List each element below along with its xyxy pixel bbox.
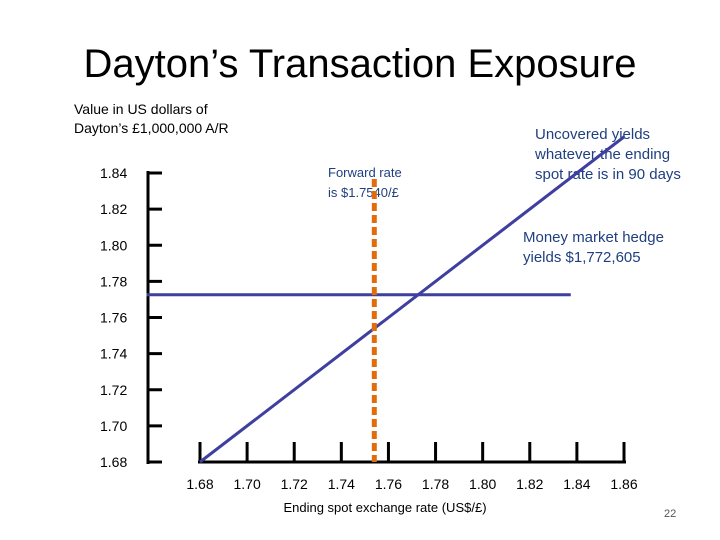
page-title: Dayton’s Transaction Exposure (83, 42, 637, 86)
y-tick-label: 1.82 (100, 201, 127, 217)
y-tick-label: 1.68 (100, 454, 127, 470)
money-market-annotation: Money market hedge yields $1,772,605 (523, 229, 664, 266)
y-tick-label: 1.74 (100, 346, 127, 362)
x-tick-label: 1.68 (186, 476, 213, 492)
y-tick-label: 1.84 (100, 165, 127, 181)
x-tick-label: 1.80 (469, 476, 496, 492)
x-tick-label: 1.86 (610, 476, 637, 492)
y-tick-label: 1.72 (100, 382, 127, 398)
x-axis-label: Ending spot exchange rate (US$/£) (283, 500, 487, 515)
y-tick-label: 1.78 (100, 273, 127, 289)
x-tick-label: 1.70 (233, 476, 260, 492)
y-tick-label: 1.70 (100, 418, 127, 434)
page-number: 22 (664, 508, 677, 520)
y-tick-label: 1.80 (100, 237, 127, 253)
x-tick-label: 1.74 (328, 476, 355, 492)
forward-rate-annotation: Forward rate is $1.7540/£ (328, 165, 402, 200)
x-tick-label: 1.76 (375, 476, 402, 492)
x-tick-label: 1.84 (563, 476, 590, 492)
uncovered-line (199, 135, 625, 464)
x-tick-label: 1.72 (281, 476, 308, 492)
y-tick-label: 1.76 (100, 310, 127, 326)
x-tick-label: 1.82 (516, 476, 543, 492)
y-axis-label: Value in US dollars of Dayton’s £1,000,0… (74, 101, 229, 136)
x-tick-label: 1.78 (422, 476, 449, 492)
